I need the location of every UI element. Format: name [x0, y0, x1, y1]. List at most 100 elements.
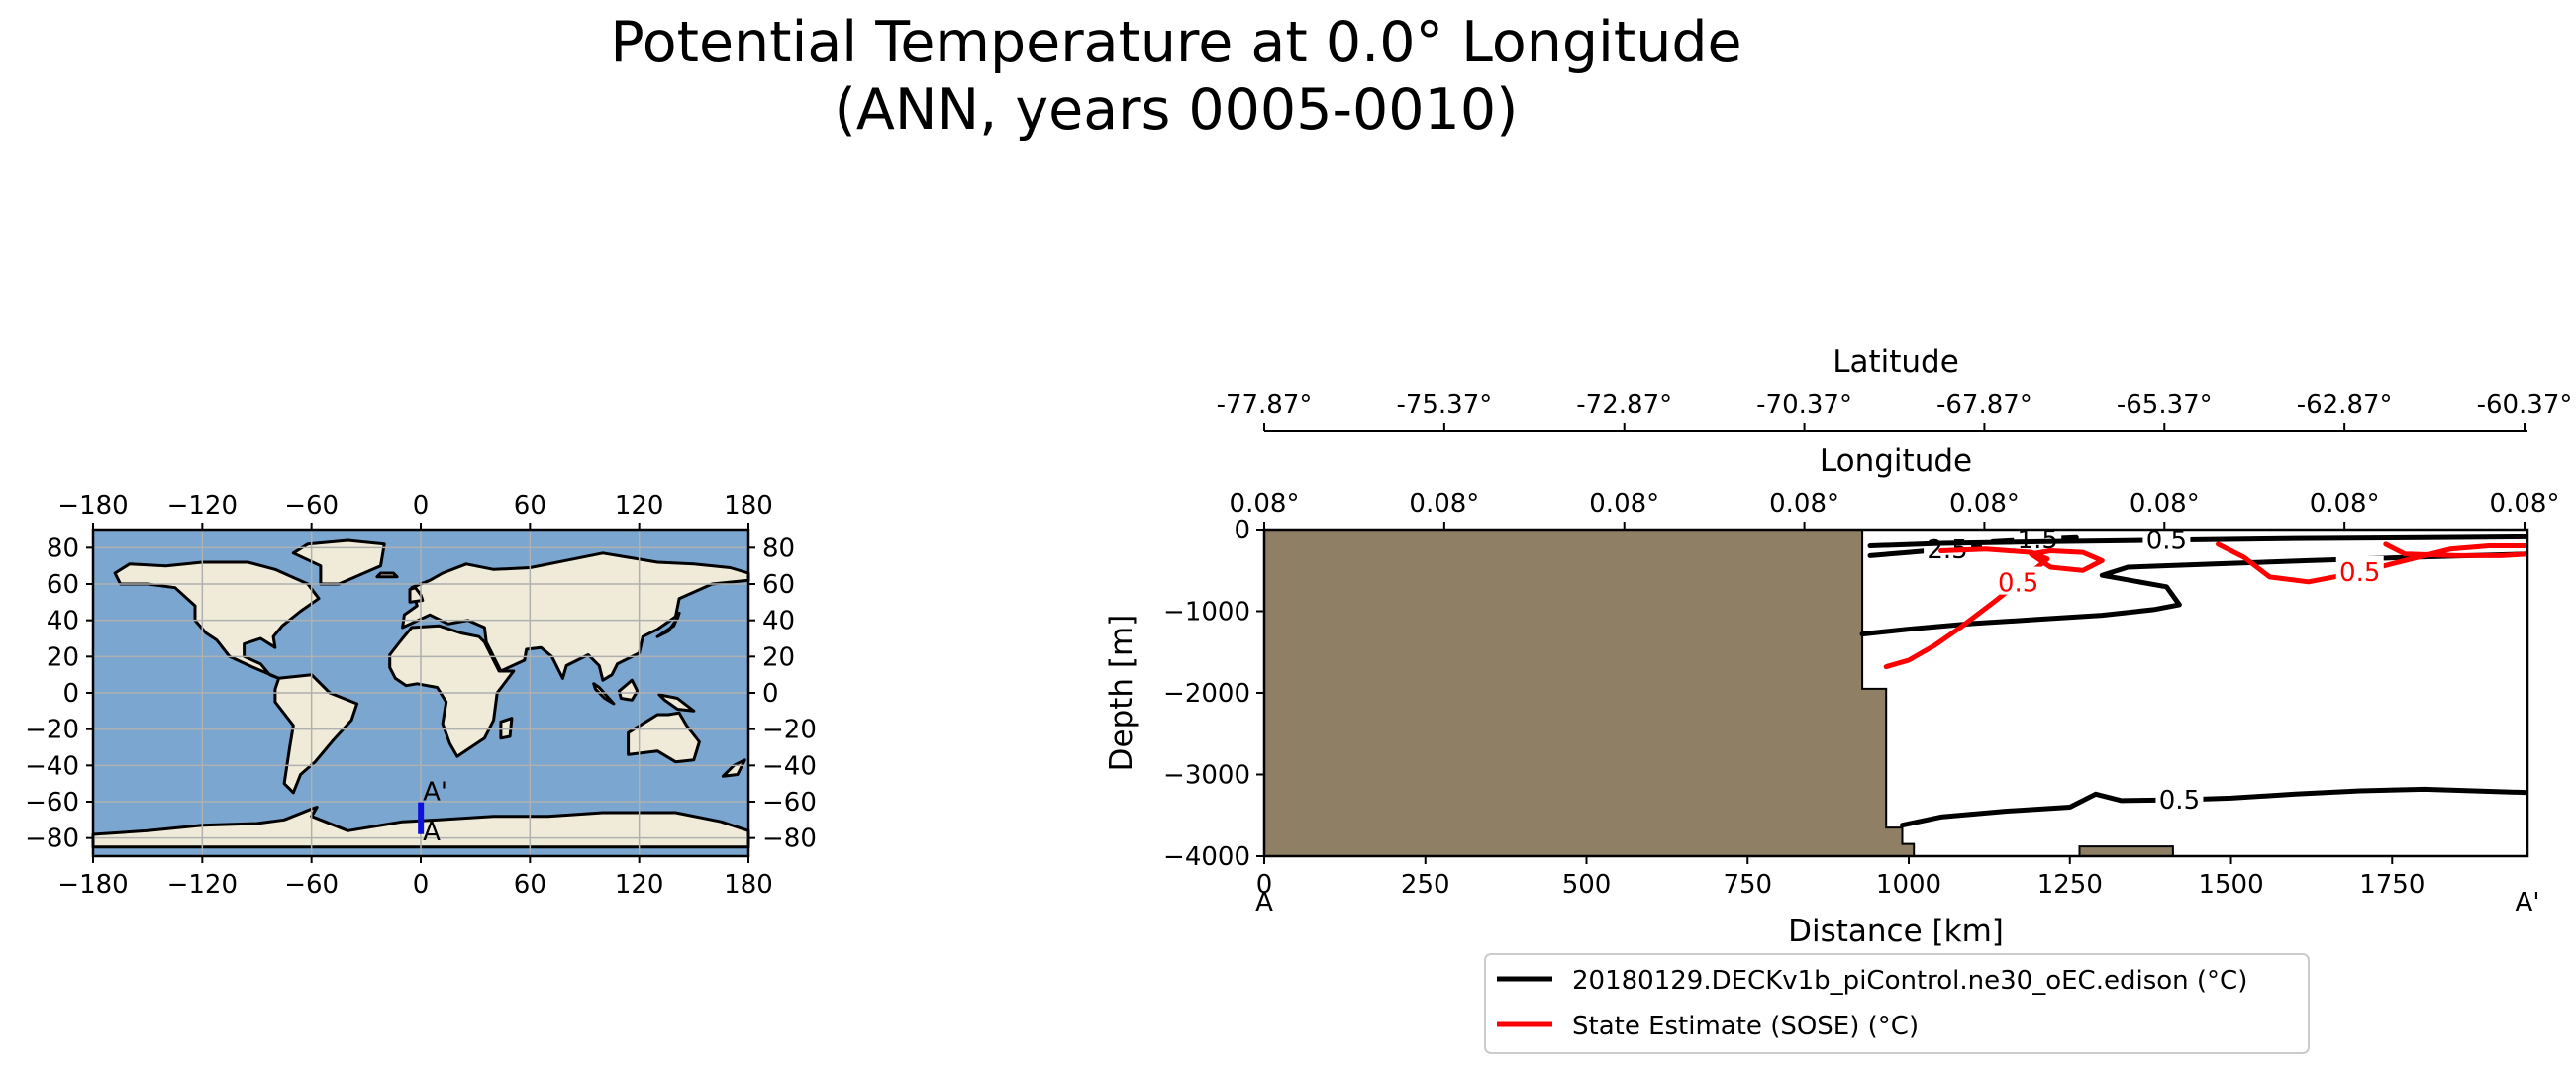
- y-tick-label: 0: [1234, 516, 1250, 545]
- y-tick-label: −2000: [1163, 679, 1250, 709]
- map-land-borneo: [617, 678, 640, 702]
- contour-layer: 2.5 1.5 0.50.50.5 0.5: [1859, 527, 2527, 828]
- bathymetry-seamount: [2078, 845, 2174, 857]
- contour-label: 0.5: [2339, 558, 2380, 588]
- map-tick-label-right: 20: [762, 642, 795, 672]
- longitude-tick-label: 0.08°: [1589, 489, 1659, 519]
- map-tick-label-right: 60: [762, 570, 795, 600]
- y-tick-label: −3000: [1163, 761, 1250, 791]
- latitude-tick-label: -77.87°: [1217, 390, 1313, 420]
- contour-label-background: [1994, 566, 2042, 595]
- map-tick-label-top: −60: [284, 491, 339, 521]
- map-tick-label-right: 0: [762, 679, 779, 709]
- x-tick-label: 1000: [1876, 870, 1941, 900]
- map-land-new-zealand: [721, 758, 746, 778]
- map-tick-label-top: 60: [514, 491, 546, 521]
- legend-label-sose: State Estimate (SOSE) (°C): [1572, 1012, 1919, 1041]
- x-axis-label: Distance [km]: [1788, 914, 2004, 949]
- map-tick-label-right: −60: [762, 788, 817, 818]
- map-tick-label-top: 0: [413, 491, 430, 521]
- map-tick-label-left: −60: [25, 788, 79, 818]
- map-land-south-america: [273, 673, 359, 795]
- legend: 20180129.DECKv1b_piControl.ne30_oEC.edis…: [1484, 953, 2310, 1054]
- longitude-tick-label: 0.08°: [1230, 489, 1300, 519]
- contour-label-background: [2335, 555, 2384, 584]
- map-tick-label-right: 40: [762, 607, 795, 636]
- map-tick-label-bottom: 120: [615, 870, 664, 900]
- latitude-tick-label: -67.87°: [1936, 390, 2032, 420]
- latitude-tick-label: -60.37°: [2477, 390, 2573, 420]
- map-tick-label-right: −80: [762, 825, 817, 854]
- longitude-tick-label: 0.08°: [1769, 489, 1839, 519]
- contour-line-model: [1859, 551, 2527, 637]
- map-tick-label-left: −20: [25, 716, 79, 745]
- map-tick-label-left: 80: [47, 534, 79, 563]
- map-land-madagascar: [499, 717, 514, 740]
- map-tick-label-right: 80: [762, 534, 795, 563]
- map-tick-label-top: 120: [615, 491, 664, 521]
- contour-label-background: [1924, 533, 1972, 561]
- contour-label: 0.5: [2146, 527, 2187, 556]
- map-tick-label-top: 180: [724, 491, 773, 521]
- contour-line-model: [1900, 786, 2527, 828]
- map-land-iceland: [375, 571, 399, 579]
- contour-label-background: [2155, 784, 2204, 813]
- x-tick-label: 250: [1401, 870, 1450, 900]
- x-tick-label: 1250: [2037, 870, 2103, 900]
- y-axis-label: Depth [m]: [1104, 615, 1139, 772]
- latitude-axis-label: Latitude: [1833, 344, 1959, 380]
- x-tick-label: 1750: [2359, 870, 2425, 900]
- longitude-tick-label: 0.08°: [1949, 489, 2020, 519]
- bathymetry-shelf: [1263, 529, 1916, 857]
- transect-start-label: A: [1255, 888, 1273, 918]
- transect-end-label: A': [2516, 888, 2540, 918]
- map-tick-label-top: −180: [57, 491, 128, 521]
- latitude-tick-label: -75.37°: [1396, 390, 1492, 420]
- longitude-tick-label: 0.08°: [2490, 489, 2560, 519]
- x-tick-label: 750: [1723, 870, 1772, 900]
- longitude-tick-label: 0.08°: [2310, 489, 2380, 519]
- contour-label: 0.5: [1998, 569, 2038, 599]
- map-tick-label-right: −20: [762, 716, 817, 745]
- map-transect-start-label: A: [423, 818, 441, 847]
- longitude-tick-label: 0.08°: [1409, 489, 1479, 519]
- longitude-tick-label: 0.08°: [2130, 489, 2200, 519]
- x-tick-label: 500: [1562, 870, 1612, 900]
- map-tick-label-left: −40: [25, 751, 79, 781]
- map-land-sumatra: [592, 682, 616, 706]
- map-tick-label-left: 20: [47, 642, 79, 672]
- map-tick-label-bottom: −180: [57, 870, 128, 900]
- map-transect-end-label: A': [423, 778, 447, 808]
- map-tick-label-left: 0: [62, 679, 79, 709]
- map-tick-label-left: −80: [25, 825, 79, 854]
- x-tick-label: 1500: [2198, 870, 2263, 900]
- map-land-japan: [655, 611, 681, 638]
- map-tick-label-right: −40: [762, 751, 817, 781]
- map-tick-label-top: −120: [167, 491, 238, 521]
- latitude-tick-label: -65.37°: [2117, 390, 2213, 420]
- map-land-new-guinea: [657, 693, 696, 713]
- map-tick-label-left: 40: [47, 607, 79, 636]
- longitude-axis-label: Longitude: [1820, 443, 1972, 479]
- map-tick-label-bottom: 60: [514, 870, 546, 900]
- contour-line-sose: [2029, 548, 2105, 573]
- inset-map-panel: −180 −180 −120 −120 −60 −60 0 0 60 60 120 120 180 180…: [25, 491, 817, 900]
- contour-label-background: [2142, 530, 2191, 552]
- map-land-eurasia: [401, 551, 750, 682]
- latitude-tick-label: -72.87°: [1576, 390, 1672, 420]
- contour-label: 0.5: [2159, 786, 2200, 816]
- y-tick-label: −4000: [1163, 842, 1250, 872]
- map-tick-label-left: 60: [47, 570, 79, 600]
- latitude-tick-label: -70.37°: [1756, 390, 1852, 420]
- transect-panel: 2.5 1.5 0.50.50.5 0.50 250 500 750 1000 1250 1500…: [1163, 390, 2572, 900]
- y-tick-label: −1000: [1163, 598, 1250, 628]
- map-land-australia: [627, 711, 701, 764]
- x-tick-label: 0: [1256, 870, 1273, 900]
- map-tick-label-bottom: −120: [167, 870, 238, 900]
- figure-title-line2: (ANN, years 0005-0010): [835, 77, 1519, 143]
- figure-title-line1: Potential Temperature at 0.0° Longitude: [610, 10, 1741, 75]
- legend-label-model: 20180129.DECKv1b_piControl.ne30_oEC.edis…: [1572, 966, 2247, 996]
- map-tick-label-bottom: −60: [284, 870, 339, 900]
- legend-frame: [1484, 953, 2310, 1054]
